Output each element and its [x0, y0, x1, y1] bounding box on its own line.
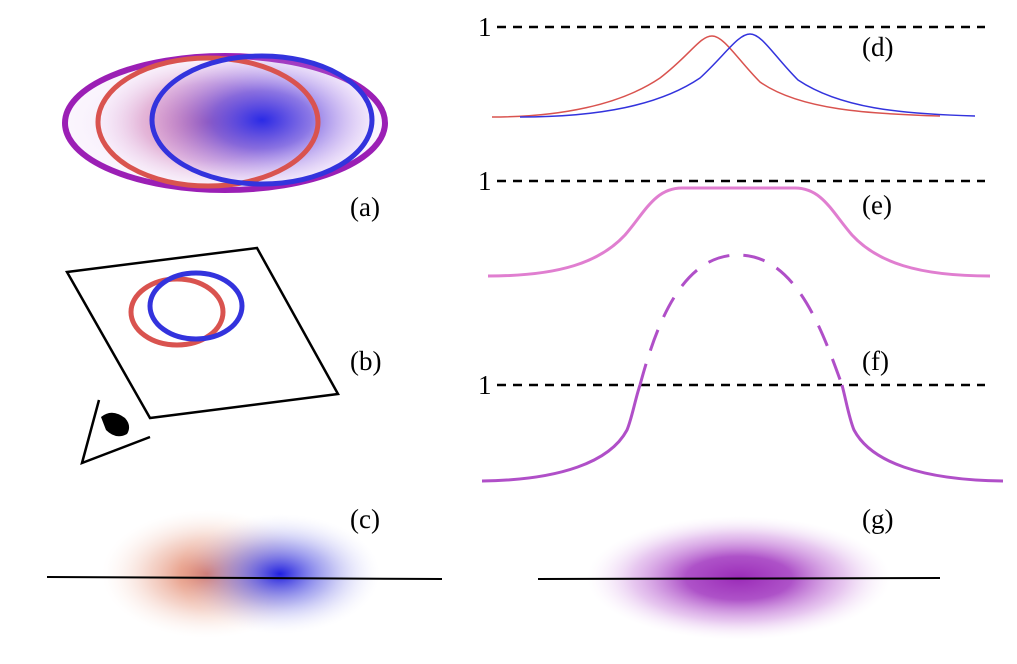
blue-blob: [180, 514, 380, 634]
red-ellipse-outline: [95, 55, 321, 189]
panel-c: (c): [46, 504, 443, 638]
panel-label-a: (a): [350, 192, 380, 222]
blue-ellipse-outline: [149, 53, 375, 187]
panel-label-c: (c): [350, 504, 380, 534]
blue-curve-d: [519, 33, 976, 118]
level-label-f: 1: [478, 370, 492, 400]
blue-ring: [147, 270, 245, 342]
pink-curve-e: [487, 186, 991, 278]
panel-label-e: (e): [862, 190, 892, 220]
baseline-g: [537, 577, 941, 580]
panel-e: 1 (e): [478, 166, 991, 278]
panel-label-g: (g): [862, 504, 893, 534]
violet-curve-f-dashed: [638, 253, 844, 386]
panel-f: 1 (f): [478, 253, 1004, 483]
eye-icon: [80, 399, 151, 466]
panel-label-b: (b): [350, 346, 381, 376]
violet-curve-f-right: [840, 384, 1004, 483]
red-curve-d: [491, 35, 941, 118]
panel-d: 1 (d): [478, 12, 985, 118]
panel-label-d: (d): [862, 32, 893, 62]
image-plane: [64, 246, 340, 420]
panel-label-f: (f): [862, 346, 889, 376]
level-label-e: 1: [478, 166, 492, 196]
blue-filled-ellipse: [152, 56, 372, 184]
red-ring: [128, 276, 226, 348]
panel-b: (b): [64, 246, 381, 466]
panel-a: (a): [62, 53, 388, 222]
level-label-d: 1: [478, 12, 492, 42]
baseline-c: [46, 576, 443, 580]
panel-g: (g): [537, 504, 941, 640]
violet-curve-f-left: [481, 384, 642, 483]
